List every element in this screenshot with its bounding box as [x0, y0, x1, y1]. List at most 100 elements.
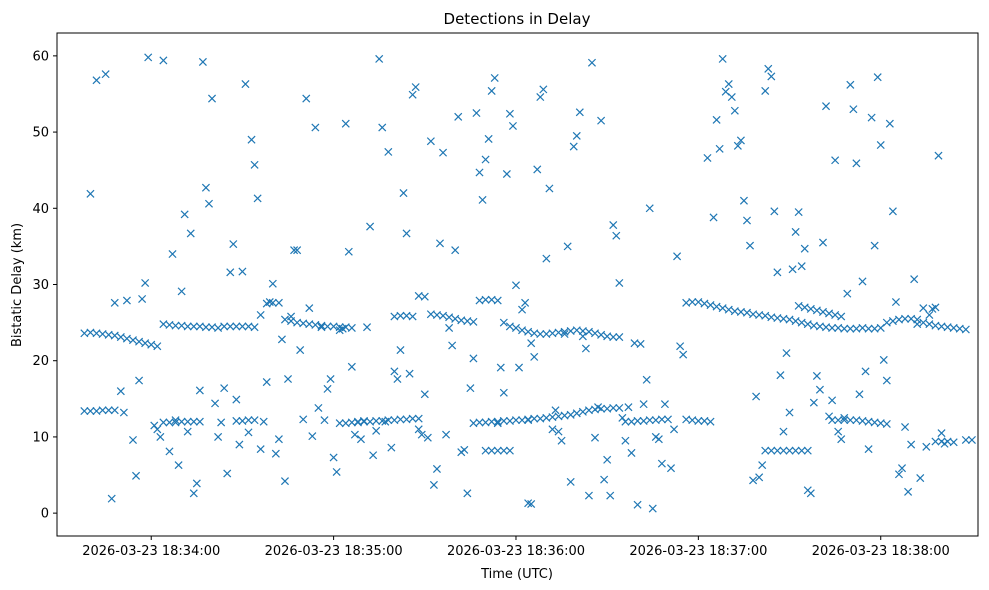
data-point — [107, 494, 116, 503]
data-point — [846, 80, 855, 89]
data-point — [843, 289, 852, 298]
data-point — [706, 417, 715, 426]
data-point — [578, 407, 587, 416]
data-point — [730, 106, 739, 115]
y-tick-label: 30 — [32, 278, 49, 293]
data-point — [80, 406, 89, 416]
data-point — [800, 244, 809, 253]
data-point — [806, 304, 815, 313]
data-point — [688, 298, 697, 307]
data-point — [530, 352, 539, 361]
data-point — [472, 108, 481, 118]
data-point — [560, 330, 569, 339]
data-point — [101, 70, 110, 79]
data-point — [356, 435, 365, 444]
x-tick-label: 2026-03-23 18:36:00 — [447, 544, 585, 559]
data-point — [551, 406, 560, 415]
data-point — [396, 346, 405, 355]
data-point — [855, 390, 864, 399]
data-point — [788, 265, 797, 274]
data-point — [168, 249, 177, 259]
data-point — [344, 247, 353, 256]
data-point — [782, 349, 791, 358]
data-point — [612, 231, 621, 240]
data-point — [329, 453, 338, 462]
data-point — [195, 417, 204, 426]
data-point — [773, 446, 782, 455]
data-point — [831, 310, 840, 320]
data-point — [171, 416, 180, 425]
data-point — [214, 432, 223, 441]
data-point — [311, 123, 320, 132]
data-point — [496, 363, 505, 372]
data-point — [119, 408, 128, 417]
data-point — [262, 378, 271, 387]
data-point — [815, 385, 824, 394]
data-point — [840, 324, 849, 333]
data-point — [545, 184, 554, 193]
data-point — [679, 350, 688, 359]
data-point — [493, 296, 502, 305]
data-point — [165, 418, 174, 427]
data-point — [736, 136, 745, 145]
data-point — [217, 418, 226, 427]
data-point — [840, 413, 849, 422]
data-point — [901, 422, 910, 432]
data-point — [524, 327, 533, 336]
data-point — [633, 416, 642, 425]
data-point — [724, 305, 733, 314]
data-point — [366, 222, 375, 231]
data-point — [405, 369, 414, 378]
data-point — [803, 446, 812, 455]
data-point — [423, 433, 432, 442]
data-point — [214, 323, 223, 332]
data-point — [834, 416, 843, 425]
data-point — [657, 415, 666, 424]
data-point — [256, 310, 265, 320]
data-point — [907, 440, 916, 449]
data-point — [779, 427, 788, 436]
data-point — [785, 315, 794, 324]
data-point — [408, 414, 417, 423]
data-point — [226, 268, 235, 277]
data-point — [508, 121, 517, 131]
data-point — [818, 238, 828, 247]
data-point — [232, 416, 241, 425]
data-point — [481, 155, 490, 164]
data-point — [332, 467, 341, 477]
data-point — [499, 446, 508, 455]
data-point — [530, 414, 539, 423]
data-point — [490, 73, 499, 82]
data-point — [654, 435, 663, 444]
x-axis-label: Time (UTC) — [480, 567, 553, 582]
data-point — [463, 489, 472, 498]
data-point — [584, 491, 593, 500]
data-point — [268, 298, 277, 307]
data-point — [466, 384, 475, 393]
data-point — [618, 413, 627, 422]
data-point — [244, 428, 253, 437]
data-point — [165, 447, 174, 456]
data-point — [372, 416, 381, 425]
data-point — [867, 113, 876, 122]
data-point — [831, 156, 840, 165]
data-point — [308, 432, 317, 441]
data-point — [779, 446, 788, 455]
data-point — [575, 108, 584, 117]
x-tick-label: 2026-03-23 18:35:00 — [265, 544, 403, 559]
data-point — [645, 416, 654, 425]
data-point — [135, 376, 144, 385]
data-point — [250, 160, 259, 169]
data-point — [645, 204, 654, 213]
data-point — [806, 489, 815, 498]
data-point — [615, 278, 624, 288]
data-point — [849, 105, 858, 114]
data-point — [259, 417, 268, 426]
data-point — [86, 189, 95, 198]
data-point — [967, 435, 976, 444]
data-point — [341, 119, 350, 128]
data-point — [885, 119, 894, 128]
data-point — [825, 309, 834, 318]
data-point — [141, 339, 150, 348]
data-point — [527, 339, 536, 348]
